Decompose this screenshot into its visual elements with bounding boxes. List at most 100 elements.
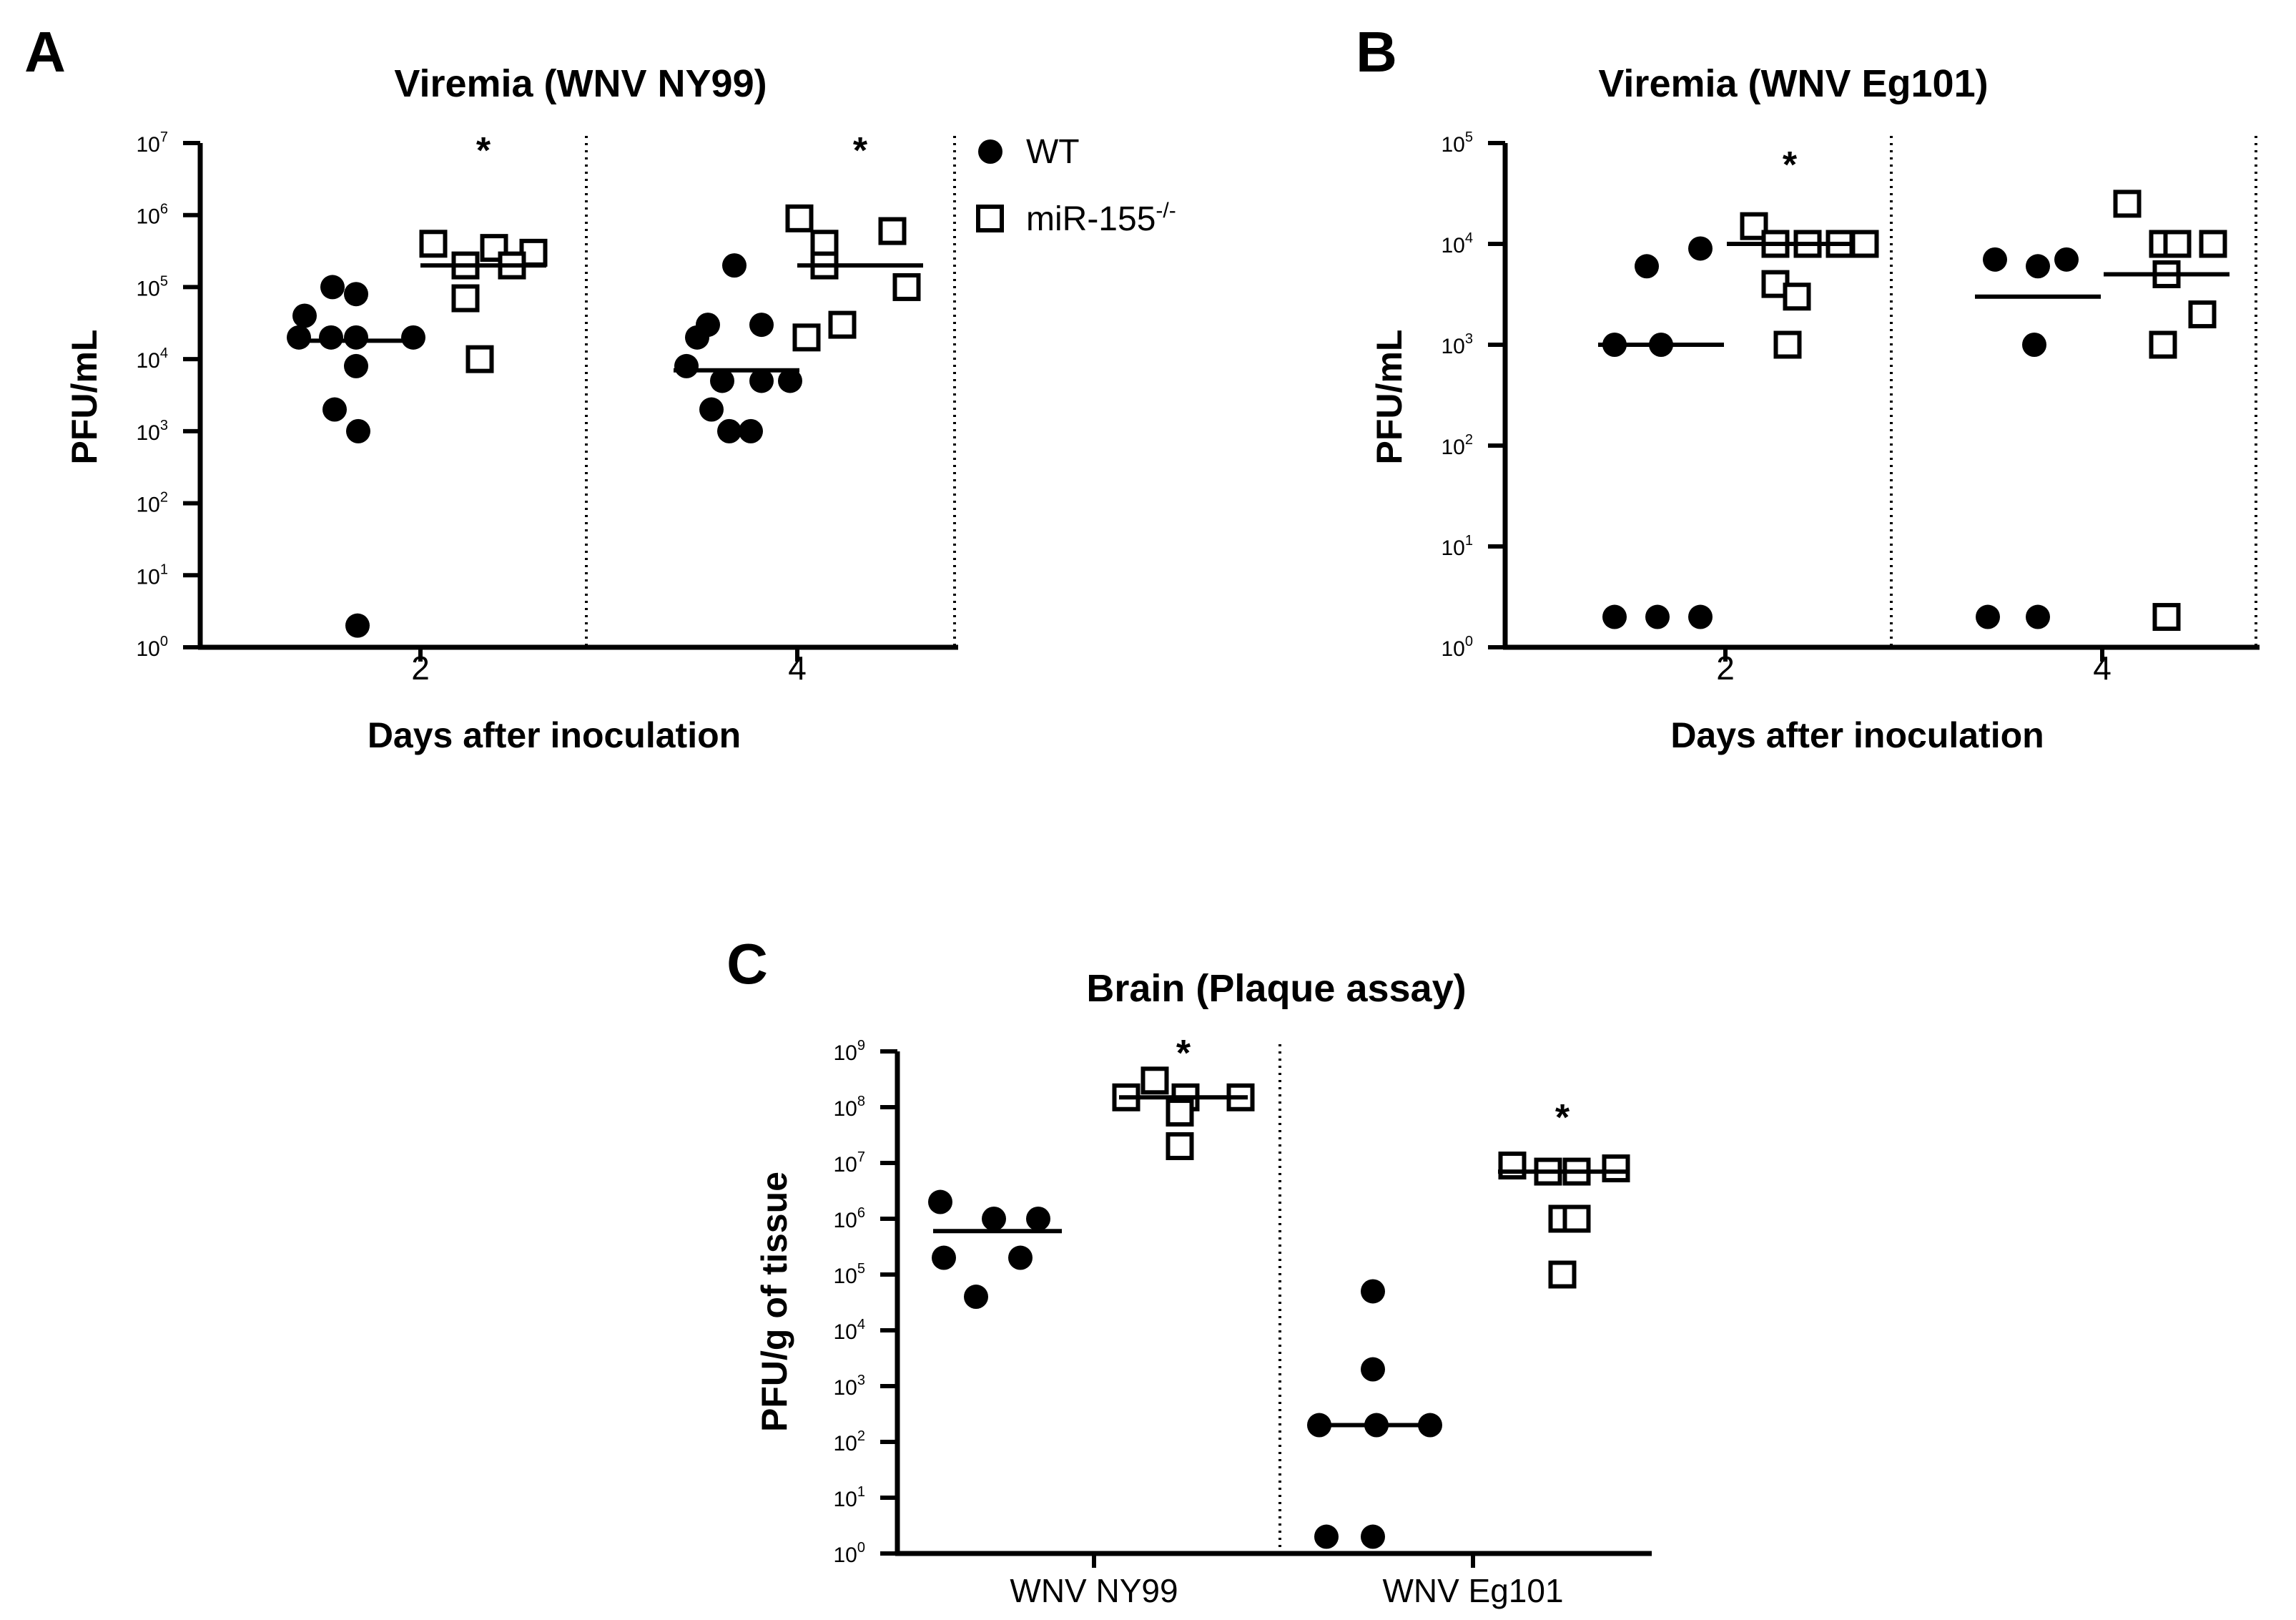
- data-point-wt: [749, 368, 774, 393]
- y-tick-label: 101: [834, 1484, 866, 1511]
- data-point-wt: [2026, 604, 2050, 629]
- y-tick-label: 103: [137, 418, 169, 445]
- legend: WT miR-155-/-: [976, 133, 1176, 238]
- series-wt: [1598, 236, 1724, 629]
- data-point-wt: [2022, 333, 2046, 357]
- data-point-wt: [319, 325, 343, 350]
- data-point-mir155: [1166, 1132, 1194, 1161]
- series-mir155: [2104, 190, 2230, 632]
- significance-star: *: [476, 130, 491, 172]
- y-tick-label: 101: [137, 561, 169, 589]
- y-tick-label: 104: [834, 1317, 866, 1344]
- panel-A: A Viremia (WNV NY99) 100 101 102 103 104 105 106…: [24, 20, 1176, 755]
- data-point-wt: [1314, 1524, 1339, 1549]
- data-point-wt: [344, 325, 368, 350]
- panel-label: B: [1356, 20, 1397, 84]
- data-point-wt: [1983, 247, 2007, 272]
- panel-B: B Viremia (WNV Eg101) 100 101 102 103 104 105 PF…: [1356, 20, 2260, 755]
- series-wt: [674, 253, 802, 443]
- data-point-mir155: [2149, 330, 2177, 359]
- x-tick-label: 4: [2093, 649, 2112, 687]
- data-point-wt: [1688, 236, 1713, 261]
- series-wt: [1975, 247, 2101, 629]
- data-point-mir155: [792, 323, 821, 352]
- y-tick-label: 103: [1442, 331, 1474, 358]
- y-tick-label: 108: [834, 1094, 866, 1121]
- y-tick-label: 102: [137, 490, 169, 517]
- y-axis-label: PFU/mL: [64, 330, 104, 465]
- data-point-wt: [717, 418, 741, 443]
- data-point-wt: [1361, 1279, 1385, 1304]
- data-point-wt: [1026, 1207, 1050, 1231]
- series-mir155: *: [1112, 1033, 1255, 1161]
- y-tick-label: 109: [834, 1038, 866, 1065]
- significance-star: *: [1555, 1097, 1570, 1139]
- data-point-mir155: [1166, 1099, 1194, 1127]
- data-point-mir155: [1548, 1260, 1577, 1289]
- data-point-mir155: [1562, 1204, 1591, 1233]
- y-axis-label: PFU/mL: [1369, 330, 1409, 465]
- y-tick-label: 100: [834, 1540, 866, 1567]
- data-point-mir155: [1773, 330, 1802, 359]
- y-tick-label: 100: [1442, 634, 1474, 661]
- legend-label-mir155: miR-155-/-: [1026, 199, 1176, 238]
- data-point-wt: [401, 325, 425, 350]
- data-point-wt: [1602, 604, 1627, 629]
- data-point-wt: [1976, 604, 2000, 629]
- chart-title: Viremia (WNV Eg101): [1598, 62, 1988, 105]
- data-point-mir155: [419, 230, 448, 258]
- y-tick-label: 105: [137, 273, 169, 300]
- data-point-mir155: [1140, 1066, 1169, 1095]
- data-point-wt: [674, 353, 699, 378]
- significance-star: *: [1176, 1033, 1191, 1074]
- data-point-wt: [739, 418, 763, 443]
- data-point-mir155: [1602, 1154, 1630, 1183]
- series-wt: [928, 1189, 1062, 1310]
- data-point-mir155: [2199, 230, 2227, 258]
- legend-marker-mir155: [976, 205, 1004, 232]
- data-point-wt: [699, 397, 724, 422]
- data-point-wt: [722, 253, 747, 278]
- data-point-wt: [2054, 247, 2079, 272]
- data-point-mir155: [465, 345, 494, 373]
- x-tick-label: 4: [788, 649, 807, 687]
- significance-star: *: [853, 130, 868, 172]
- data-point-wt: [346, 418, 370, 443]
- series-wt: [287, 275, 425, 638]
- data-point-wt: [1361, 1357, 1385, 1382]
- y-tick-label: 105: [1442, 129, 1474, 157]
- data-point-mir155: [451, 284, 480, 313]
- y-tick-label: 104: [137, 345, 169, 373]
- data-point-wt: [982, 1207, 1006, 1231]
- data-point-mir155: [2152, 603, 2181, 632]
- data-point-mir155: [828, 310, 857, 339]
- data-point-wt: [1008, 1245, 1033, 1270]
- x-axis-label: Days after inoculation: [368, 715, 741, 755]
- data-point-wt: [2026, 254, 2050, 279]
- data-point-wt: [1635, 254, 1659, 279]
- data-point-wt: [1688, 604, 1713, 629]
- panel-C: C Brain (Plaque assay) 100 101 102 103 104 105 1…: [726, 932, 1652, 1609]
- panel-label: A: [24, 20, 66, 84]
- data-point-wt: [287, 325, 311, 350]
- data-point-wt: [685, 325, 709, 350]
- data-point-mir155: [892, 273, 921, 301]
- data-point-wt: [749, 313, 774, 338]
- legend-label-wt: WT: [1026, 133, 1080, 171]
- data-point-mir155: [2113, 190, 2142, 218]
- series-mir155: *: [419, 130, 548, 373]
- series-mir155: *: [1498, 1097, 1630, 1289]
- data-point-mir155: [1851, 230, 1879, 258]
- legend-marker-wt: [978, 139, 1002, 164]
- data-point-wt: [1645, 604, 1670, 629]
- data-point-wt: [964, 1285, 988, 1310]
- data-point-mir155: [785, 204, 814, 232]
- x-tick-label: WNV NY99: [1010, 1572, 1178, 1609]
- chart-title: Brain (Plaque assay): [1086, 967, 1466, 1010]
- data-point-wt: [778, 368, 802, 393]
- x-tick-label: WNV Eg101: [1382, 1572, 1563, 1609]
- data-point-mir155: [2163, 230, 2192, 258]
- y-tick-label: 104: [1442, 230, 1474, 257]
- panel-label: C: [726, 932, 768, 996]
